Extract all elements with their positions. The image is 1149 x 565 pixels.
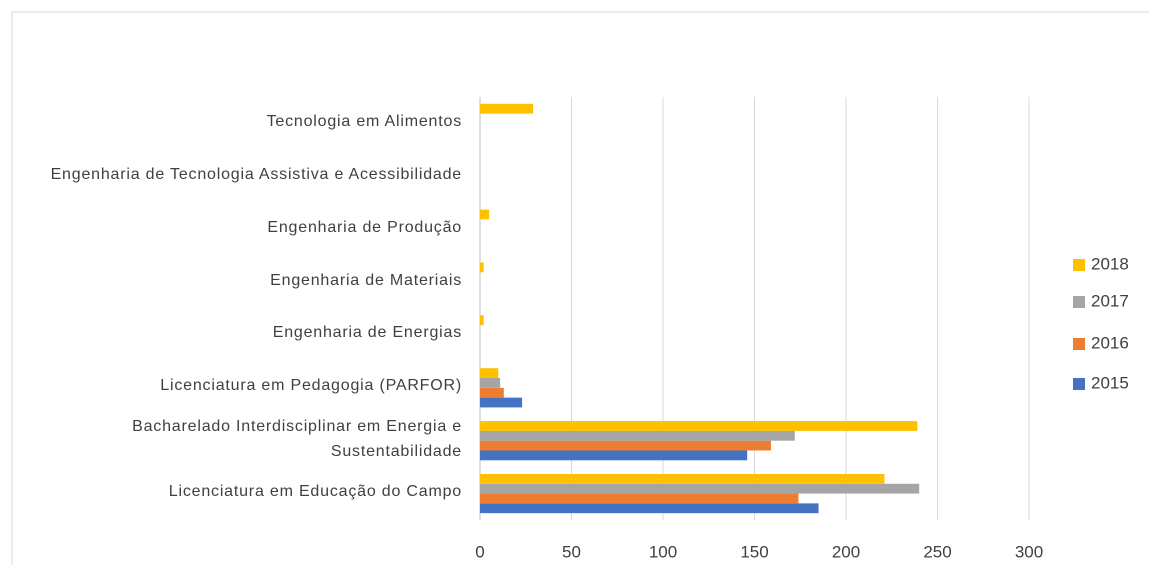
bar [480, 483, 920, 494]
legend-swatch [1073, 296, 1085, 308]
y-tick-label: Engenharia de Materiais [270, 271, 462, 289]
bar [480, 368, 499, 379]
y-tick-label: Licenciatura em Educação do Campo [168, 483, 462, 501]
bar [480, 440, 771, 451]
y-tick-label: Bacharelado Interdisciplinar em Energia … [132, 417, 462, 460]
bar [480, 387, 504, 398]
x-tick-label: 200 [832, 542, 860, 561]
bar [480, 450, 748, 461]
y-tick-label: Engenharia de Tecnologia Assistiva e Ace… [50, 165, 462, 183]
legend-swatch [1073, 338, 1085, 350]
bar [480, 262, 484, 273]
x-tick-label: 0 [475, 542, 484, 561]
bar [480, 315, 484, 326]
bar [480, 473, 885, 484]
bar [480, 103, 534, 114]
bar [480, 378, 501, 388]
x-tick-label: 150 [740, 542, 768, 561]
legend-label: 2016 [1091, 333, 1129, 352]
x-tick-label: 300 [1015, 542, 1043, 561]
legend-swatch [1073, 259, 1085, 271]
bar [480, 493, 799, 504]
x-tick-label: 50 [562, 542, 581, 561]
y-tick-label: Engenharia de Produção [267, 218, 462, 236]
chart-border [11, 11, 1149, 565]
y-tick-label: Tecnologia em Alimentos [266, 112, 462, 130]
bar [480, 430, 795, 441]
legend-label: 2018 [1091, 254, 1129, 273]
legend-label: 2015 [1091, 373, 1129, 392]
x-tick-label: 250 [923, 542, 951, 561]
bar [480, 397, 523, 408]
legend-label: 2017 [1091, 291, 1129, 310]
bar [480, 421, 918, 431]
bar [480, 503, 819, 514]
y-tick-label: Licenciatura em Pedagogia (PARFOR) [160, 377, 462, 395]
y-tick-label: Engenharia de Energias [272, 324, 462, 342]
legend-swatch [1073, 378, 1085, 390]
x-tick-label: 100 [649, 542, 677, 561]
bar [480, 209, 490, 220]
